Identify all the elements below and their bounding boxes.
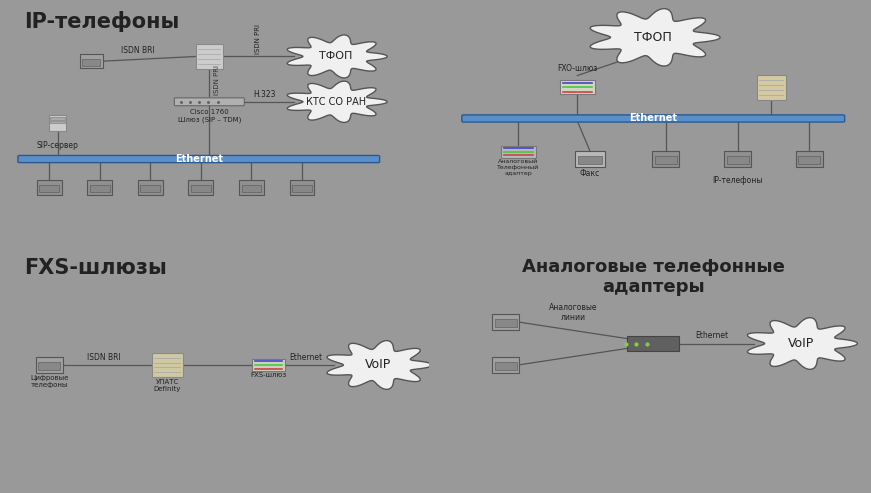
FancyBboxPatch shape — [495, 362, 517, 370]
FancyBboxPatch shape — [196, 44, 223, 69]
Text: Ethernet: Ethernet — [696, 331, 729, 340]
FancyBboxPatch shape — [495, 319, 517, 327]
Text: УПАТС
Definity: УПАТС Definity — [153, 379, 181, 392]
Text: Ethernet: Ethernet — [290, 353, 323, 362]
FancyBboxPatch shape — [292, 185, 312, 192]
FancyBboxPatch shape — [191, 185, 211, 192]
Text: FXS-шлюзы: FXS-шлюзы — [24, 258, 166, 278]
FancyBboxPatch shape — [492, 357, 519, 373]
Text: H.323: H.323 — [253, 90, 275, 99]
Text: ISDN BRI: ISDN BRI — [87, 353, 121, 362]
FancyBboxPatch shape — [188, 180, 213, 195]
Text: Аналоговые
линии: Аналоговые линии — [549, 303, 598, 322]
Text: Цифровые
телефоны: Цифровые телефоны — [30, 375, 68, 387]
FancyBboxPatch shape — [239, 180, 264, 195]
Text: ТФОП: ТФОП — [634, 31, 672, 44]
Polygon shape — [287, 81, 388, 122]
Text: ISDN BRI: ISDN BRI — [121, 46, 154, 55]
FancyBboxPatch shape — [18, 155, 380, 163]
FancyBboxPatch shape — [36, 357, 63, 373]
FancyBboxPatch shape — [49, 115, 66, 132]
FancyBboxPatch shape — [90, 185, 110, 192]
Text: Ethernet: Ethernet — [175, 154, 223, 164]
FancyBboxPatch shape — [83, 59, 100, 66]
Text: VoIP: VoIP — [787, 337, 814, 350]
FancyBboxPatch shape — [576, 151, 604, 167]
Text: ТФОП: ТФОП — [319, 51, 353, 62]
FancyBboxPatch shape — [492, 315, 519, 330]
FancyBboxPatch shape — [796, 151, 823, 167]
Text: FXS-шлюз: FXS-шлюз — [250, 372, 287, 378]
Text: SIP-сервер: SIP-сервер — [37, 141, 78, 150]
FancyBboxPatch shape — [51, 117, 64, 120]
FancyBboxPatch shape — [39, 185, 59, 192]
Polygon shape — [747, 317, 857, 369]
FancyBboxPatch shape — [290, 180, 314, 195]
FancyBboxPatch shape — [798, 156, 820, 164]
FancyBboxPatch shape — [152, 352, 183, 377]
FancyBboxPatch shape — [174, 98, 244, 106]
Text: FXO-шлюз: FXO-шлюз — [557, 64, 598, 73]
FancyBboxPatch shape — [724, 151, 751, 167]
FancyBboxPatch shape — [501, 146, 536, 158]
Polygon shape — [327, 341, 432, 389]
FancyBboxPatch shape — [627, 336, 679, 351]
Text: Аналоговые телефонные
адаптеры: Аналоговые телефонные адаптеры — [522, 258, 785, 296]
Text: Аналоговый
Телефонный
адаптер: Аналоговый Телефонный адаптер — [497, 159, 539, 176]
FancyBboxPatch shape — [652, 151, 679, 167]
FancyBboxPatch shape — [51, 121, 64, 123]
FancyBboxPatch shape — [757, 75, 786, 100]
Polygon shape — [591, 9, 720, 66]
Text: Cisco 1760
Шлюз (SIP – TDM): Cisco 1760 Шлюз (SIP – TDM) — [178, 109, 241, 123]
FancyBboxPatch shape — [87, 180, 112, 195]
FancyBboxPatch shape — [726, 156, 748, 164]
Text: IP-телефоны: IP-телефоны — [24, 11, 179, 32]
FancyBboxPatch shape — [138, 180, 163, 195]
FancyBboxPatch shape — [140, 185, 160, 192]
Text: Факс: Факс — [580, 169, 600, 177]
FancyBboxPatch shape — [80, 54, 103, 68]
FancyBboxPatch shape — [252, 358, 285, 371]
Polygon shape — [287, 35, 388, 78]
Text: Ethernet: Ethernet — [629, 113, 678, 123]
Text: IP-телефоны: IP-телефоны — [712, 176, 763, 185]
Text: ISDN PRI: ISDN PRI — [255, 24, 260, 54]
Text: VoIP: VoIP — [365, 358, 391, 372]
FancyBboxPatch shape — [560, 80, 595, 95]
Text: КТС СО РАН: КТС СО РАН — [306, 97, 366, 107]
FancyBboxPatch shape — [655, 156, 677, 164]
FancyBboxPatch shape — [37, 180, 62, 195]
FancyBboxPatch shape — [462, 115, 845, 122]
FancyBboxPatch shape — [38, 362, 60, 370]
FancyBboxPatch shape — [241, 185, 261, 192]
Text: ISDN PRI: ISDN PRI — [214, 65, 220, 95]
FancyBboxPatch shape — [578, 156, 602, 164]
